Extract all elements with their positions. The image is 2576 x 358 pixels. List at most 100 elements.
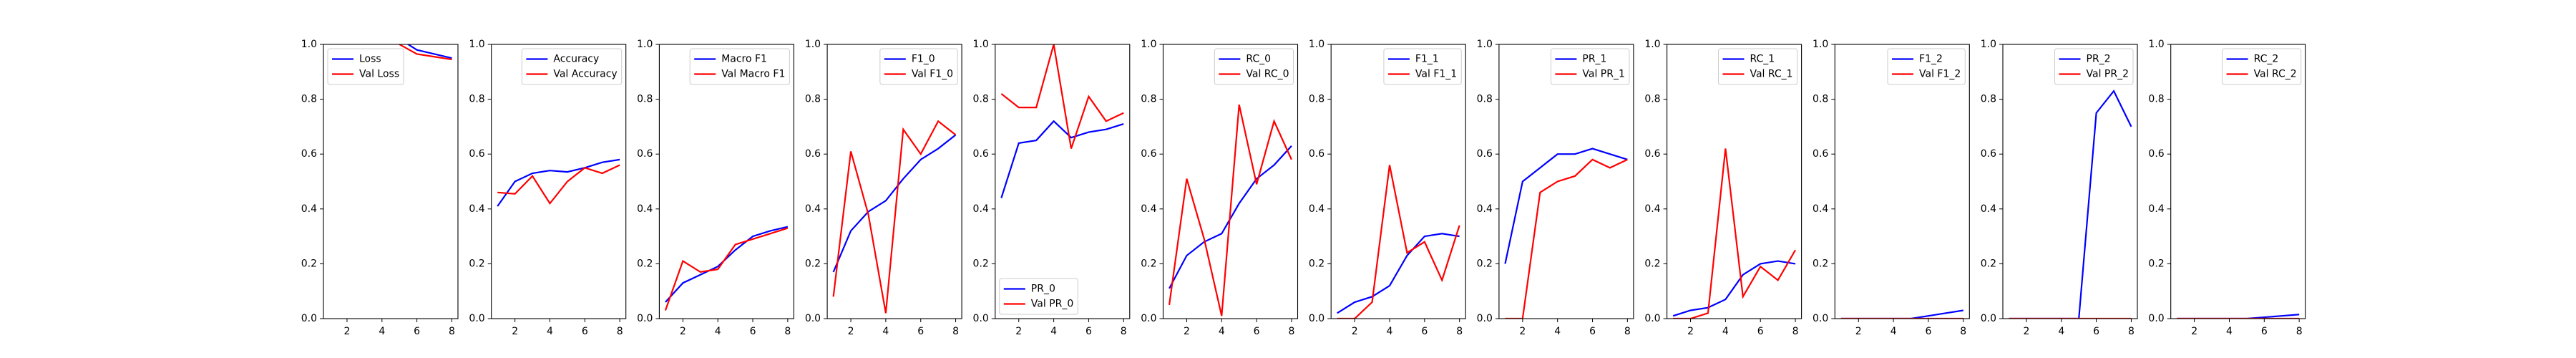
y-tick-label: 0.2	[805, 258, 821, 269]
x-tick-label: 2	[2191, 326, 2197, 337]
legend-box	[879, 48, 958, 85]
x-tick-label: 6	[414, 326, 420, 337]
subplot: 0.0 0.2 0.4 0.6 0.8 1.0 2 4 6 8 Loss Val Loss	[301, 39, 459, 337]
y-tick-label: 0.6	[973, 148, 989, 160]
y-tick-label: 0.2	[1644, 258, 1660, 269]
legend: Macro F1 Val Macro F1	[689, 48, 790, 85]
x-tick-label: 8	[617, 326, 623, 337]
x-tick-label: 6	[1589, 326, 1596, 337]
series-line	[1000, 120, 1124, 198]
x-tick-label: 2	[512, 326, 518, 337]
x-tick-label: 8	[1121, 326, 1127, 337]
y-tick-label: 0.6	[2148, 148, 2164, 160]
x-tick-label: 8	[784, 326, 791, 337]
x-tick-label: 8	[2296, 326, 2303, 337]
y-tick-label: 0.8	[1644, 94, 1660, 105]
x-tick-label: 4	[379, 326, 385, 337]
x-tick-label: 6	[2261, 326, 2268, 337]
legend-box	[327, 48, 404, 85]
axes-frame	[1330, 44, 1466, 319]
y-tick-label: 0.0	[805, 313, 821, 324]
y-tick-label: 0.0	[469, 313, 484, 324]
legend-label: Val Accuracy	[553, 69, 617, 80]
x-tick-label: 8	[1792, 326, 1799, 337]
y-tick-label: 0.4	[973, 203, 989, 215]
legend-label: Val Loss	[359, 69, 399, 80]
subplot: 0.0 0.2 0.4 0.6 0.8 1.0 2 4 6 8 F1_2 Val F1_2	[1813, 39, 1970, 337]
legend: Loss Val Loss	[327, 48, 404, 85]
axes-frame	[995, 44, 1131, 319]
legend-label: F1_1	[1415, 54, 1439, 65]
y-tick-label: 0.0	[1981, 313, 1996, 324]
legend: RC_1 Val RC_1	[1717, 48, 1798, 85]
legend-label: Val RC_1	[1750, 69, 1792, 80]
y-tick-label: 1.0	[1644, 39, 1660, 50]
x-tick-label: 4	[547, 326, 553, 337]
y-tick-label: 0.8	[805, 94, 821, 105]
y-tick-label: 0.8	[301, 94, 317, 105]
series-line	[665, 226, 789, 303]
legend: Accuracy Val Accuracy	[521, 48, 623, 85]
series-line	[1840, 309, 1963, 319]
y-tick-label: 1.0	[1141, 39, 1156, 50]
y-tick-label: 0.8	[973, 94, 989, 105]
x-tick-label: 4	[1050, 326, 1057, 337]
x-tick-label: 2	[344, 326, 351, 337]
legend-label: Macro F1	[721, 54, 767, 65]
series-line	[497, 158, 620, 207]
legend-label: PR_2	[2087, 54, 2111, 65]
subplot: 0.0 0.2 0.4 0.6 0.8 1.0 2 4 6 8 RC_1 Val RC_1	[1644, 39, 1802, 337]
y-tick-label: 0.4	[805, 203, 821, 215]
series-line	[1000, 44, 1124, 149]
legend-label: Val RC_0	[1246, 69, 1289, 80]
x-tick-label: 4	[1890, 326, 1897, 337]
y-tick-label: 1.0	[469, 39, 484, 50]
y-tick-label: 0.4	[1477, 203, 1493, 215]
axes-frame	[1162, 44, 1299, 319]
legend-label: Val RC_2	[2254, 69, 2297, 80]
y-tick-label: 0.2	[637, 258, 653, 269]
series-line	[1168, 105, 1292, 316]
subplot: 0.0 0.2 0.4 0.6 0.8 1.0 2 4 6 8 RC_0 Val RC_0	[1141, 39, 1299, 337]
y-tick-label: 0.4	[301, 203, 317, 215]
legend-label: Val PR_2	[2087, 69, 2129, 80]
y-tick-label: 0.2	[1477, 258, 1493, 269]
y-tick-label: 0.2	[2148, 258, 2164, 269]
legend: PR_1 Val PR_1	[1550, 48, 1630, 85]
legend-box	[1717, 48, 1798, 85]
legend: PR_0 Val PR_0	[999, 278, 1078, 315]
legend-box	[999, 278, 1078, 315]
y-tick-label: 0.8	[1141, 94, 1156, 105]
series-line	[832, 134, 957, 273]
y-tick-label: 0.0	[637, 313, 653, 324]
legend-box	[1550, 48, 1630, 85]
legend-label: Val F1_1	[1415, 69, 1457, 80]
axes-frame	[1667, 44, 1802, 319]
subplot: 0.0 0.2 0.4 0.6 0.8 1.0 2 4 6 8 Macro F1 Val Macro …	[637, 39, 794, 337]
x-tick-label: 4	[1722, 326, 1729, 337]
series-line	[1504, 147, 1628, 264]
x-tick-label: 8	[1960, 326, 1966, 337]
x-tick-label: 6	[1421, 326, 1428, 337]
y-tick-label: 0.0	[1644, 313, 1660, 324]
y-tick-label: 0.6	[1981, 148, 1996, 160]
x-tick-label: 8	[1288, 326, 1294, 337]
x-tick-label: 6	[1085, 326, 1092, 337]
legend: PR_2 Val PR_2	[2054, 48, 2134, 85]
x-tick-label: 2	[680, 326, 686, 337]
y-tick-label: 1.0	[805, 39, 821, 50]
y-tick-label: 1.0	[637, 39, 653, 50]
axes-frame	[1834, 44, 1970, 319]
x-tick-label: 8	[449, 326, 455, 337]
x-tick-label: 2	[848, 326, 854, 337]
legend-label: PR_0	[1031, 284, 1055, 295]
series-line	[664, 227, 789, 311]
y-tick-label: 0.8	[1477, 94, 1493, 105]
axes-frame	[2170, 44, 2306, 319]
y-tick-label: 0.0	[1477, 313, 1493, 324]
series-line	[2009, 90, 2132, 319]
y-tick-label: 1.0	[301, 39, 317, 50]
y-tick-label: 0.6	[1644, 148, 1660, 160]
series-line	[1672, 260, 1796, 317]
axes-frame	[658, 44, 794, 319]
